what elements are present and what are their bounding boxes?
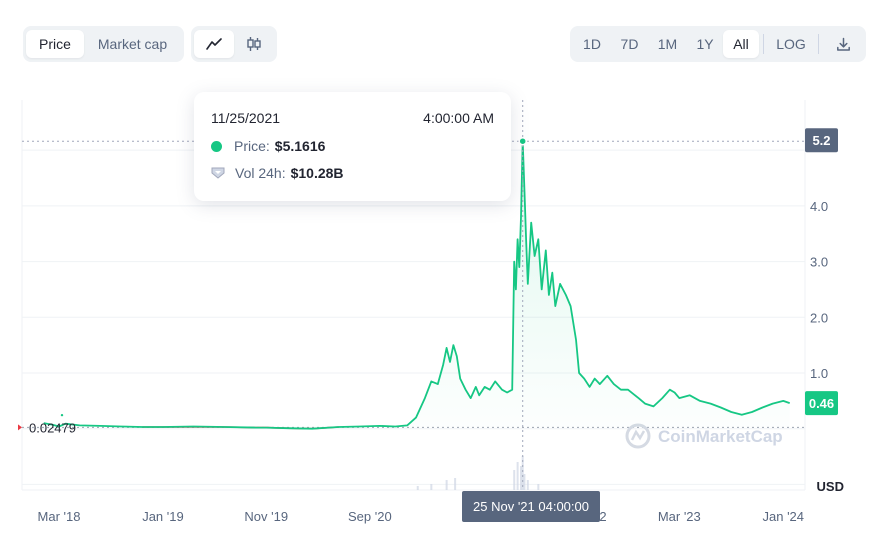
y-tick-label: 1.0 (810, 366, 828, 381)
x-tick-label: Sep '20 (348, 509, 392, 524)
tab-market-cap[interactable]: Market cap (97, 36, 168, 52)
range-toggle: 1D 7D 1M 1Y All LOG (570, 26, 866, 62)
volume-bar (516, 462, 519, 490)
volume-bar (454, 478, 457, 490)
price-tooltip: 11/25/2021 4:00:00 AM Price: $5.1616 Vol… (194, 92, 511, 201)
volume-bar (537, 484, 540, 490)
view-tabs: Price Market cap (23, 26, 184, 62)
volume-bar (416, 486, 419, 490)
x-tick-label: 2 (599, 509, 606, 524)
volume-icon (211, 167, 225, 179)
volume-bar (445, 480, 448, 490)
current-price-badge-box (805, 391, 838, 416)
candlestick-icon (247, 37, 261, 51)
tab-price[interactable]: Price (26, 30, 84, 58)
high-price-badge-text: 5.2 (812, 133, 830, 148)
hover-point (518, 136, 527, 146)
price-dot-icon (211, 140, 222, 152)
volume-bar (520, 466, 523, 490)
range-all-button[interactable]: All (723, 30, 759, 58)
x-tick-label: Mar '18 (38, 509, 81, 524)
crosshair (60, 100, 527, 490)
current-price-badge-text: 0.46 (809, 396, 834, 411)
volume-bar (513, 470, 516, 490)
volume-bar (430, 484, 433, 490)
tooltip-price-label: Price: (234, 138, 270, 154)
range-7d-button[interactable]: 7D (620, 36, 639, 52)
baseline-label: 0.02479 (29, 420, 76, 435)
x-tick-label: Jan '19 (142, 509, 184, 524)
candlestick-button[interactable] (234, 30, 274, 58)
range-1m-button[interactable]: 1M (657, 36, 678, 52)
x-tick-label: Nov '19 (244, 509, 288, 524)
current-price-badge: 0.46 (805, 391, 838, 416)
line-chart-button[interactable] (194, 30, 234, 58)
y-tick-label: 4.0 (810, 199, 828, 214)
high-price-badge-box (805, 128, 838, 153)
range-1y-button[interactable]: 1Y (696, 36, 714, 52)
volume-bar (526, 480, 529, 490)
log-scale-button[interactable]: LOG (776, 36, 806, 52)
tooltip-volume-row: Vol 24h: $10.28B (211, 165, 344, 181)
crosshair-date-label: 25 Nov '21 04:00:00 (462, 491, 600, 522)
high-price-badge: 5.2 (805, 128, 838, 153)
volume-bars (416, 456, 540, 490)
price-line (43, 140, 790, 430)
volume-bar (523, 474, 526, 490)
toolbar-divider (818, 34, 819, 54)
range-1d-button[interactable]: 1D (583, 36, 601, 52)
tooltip-volume-value: $10.28B (290, 165, 344, 181)
toolbar-divider (763, 34, 764, 54)
watermark-text: CoinMarketCap (658, 427, 783, 446)
line-chart-icon (206, 38, 222, 50)
baseline-marker (18, 424, 22, 431)
tooltip-volume-label: Vol 24h: (235, 165, 286, 181)
tooltip-price-row: Price: $5.1616 (211, 138, 325, 154)
tooltip-time: 4:00:00 AM (423, 110, 494, 126)
download-button[interactable] (823, 30, 863, 58)
y-tick-label: 3.0 (810, 255, 828, 270)
y-axis-unit: USD (817, 479, 844, 494)
tooltip-date: 11/25/2021 (211, 110, 281, 126)
start-marker (60, 413, 64, 417)
volume-bar (521, 456, 524, 490)
chart-type-toggle (191, 26, 277, 62)
x-tick-label: Mar '23 (658, 509, 701, 524)
x-tick-label: Jan '24 (763, 509, 805, 524)
tooltip-price-value: $5.1616 (274, 138, 326, 154)
download-icon (836, 37, 850, 51)
y-tick-label: 2.0 (810, 310, 828, 325)
